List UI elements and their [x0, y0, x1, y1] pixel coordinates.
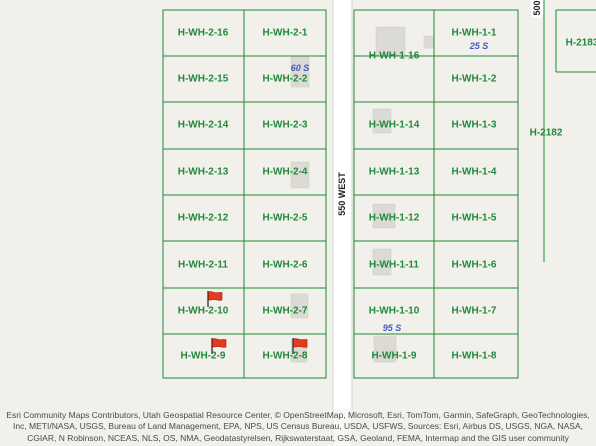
- flag-icon[interactable]: [210, 337, 228, 355]
- address-label: 95 S: [382, 323, 402, 333]
- parcel-label[interactable]: H-WH-1-3: [451, 119, 497, 131]
- parcel-label[interactable]: H-WH-1-4: [451, 166, 497, 178]
- flag-icon[interactable]: [206, 290, 224, 308]
- road-label-550-west: 550 WEST: [337, 170, 347, 218]
- parcel-label[interactable]: H-WH-1-6: [451, 259, 497, 271]
- building: [290, 56, 310, 88]
- parcel-label[interactable]: H-WH-1-14: [368, 119, 420, 131]
- buildings: [290, 26, 435, 363]
- parcel-label[interactable]: H-WH-2-3: [262, 119, 308, 131]
- address-label: 25 S: [469, 41, 489, 51]
- building: [373, 335, 397, 363]
- address-label: 60 S: [290, 63, 310, 73]
- parcel-label[interactable]: H-WH-2-16: [177, 27, 229, 39]
- flag-icon[interactable]: [291, 337, 309, 355]
- building: [423, 35, 435, 49]
- center-road: [333, 0, 352, 446]
- building: [372, 108, 392, 134]
- parcel-label[interactable]: H-WH-1-11: [368, 259, 420, 271]
- parcel-label[interactable]: H-WH-1-8: [451, 350, 497, 362]
- parcel-label[interactable]: H-2183: [565, 37, 596, 49]
- parcel-label[interactable]: H-WH-2-11: [177, 259, 229, 271]
- parcel-label[interactable]: H-WH-2-2: [262, 73, 308, 85]
- parcel-label[interactable]: H-WH-2-1: [262, 27, 308, 39]
- parcel-label[interactable]: H-2182: [529, 127, 563, 139]
- left-parcel-block: [162, 9, 327, 379]
- building: [372, 248, 392, 276]
- parcel-label[interactable]: H-WH-2-13: [177, 166, 229, 178]
- parcel-label[interactable]: H-WH-2-12: [177, 212, 229, 224]
- parcel-label[interactable]: H-WH-1-16: [368, 50, 420, 62]
- parcel-label[interactable]: H-WH-1-12: [368, 212, 420, 224]
- far-right-parcels: [543, 0, 596, 262]
- parcel-label[interactable]: H-WH-2-9: [180, 350, 226, 362]
- parcel-label[interactable]: H-WH-2-14: [177, 119, 229, 131]
- road-label-500: 500: [532, 0, 542, 18]
- parcel-label[interactable]: H-WH-2-5: [262, 212, 308, 224]
- parcel-label[interactable]: H-WH-1-7: [451, 305, 497, 317]
- parcel-label[interactable]: H-WH-1-10: [368, 305, 420, 317]
- parcel-label[interactable]: H-WH-2-10: [177, 305, 229, 317]
- right-parcel-block: [353, 9, 519, 379]
- parcel-label[interactable]: H-WH-2-6: [262, 259, 308, 271]
- building: [290, 161, 310, 189]
- parcel-label[interactable]: H-WH-2-7: [262, 305, 308, 317]
- parcel-label[interactable]: H-WH-2-15: [177, 73, 229, 85]
- parcel-label[interactable]: H-WH-1-2: [451, 73, 497, 85]
- map-attribution: Esri Community Maps Contributors, Utah G…: [0, 408, 596, 446]
- building: [290, 293, 309, 319]
- building: [372, 203, 396, 229]
- parcel-label[interactable]: H-WH-1-1: [451, 27, 497, 39]
- parcel-label[interactable]: H-WH-1-13: [368, 166, 420, 178]
- building: [375, 26, 406, 56]
- parcel-label[interactable]: H-WH-1-5: [451, 212, 497, 224]
- parcel-label[interactable]: H-WH-2-4: [262, 166, 308, 178]
- parcel-label[interactable]: H-WH-1-9: [371, 350, 417, 362]
- parcel-label[interactable]: H-WH-2-8: [262, 350, 308, 362]
